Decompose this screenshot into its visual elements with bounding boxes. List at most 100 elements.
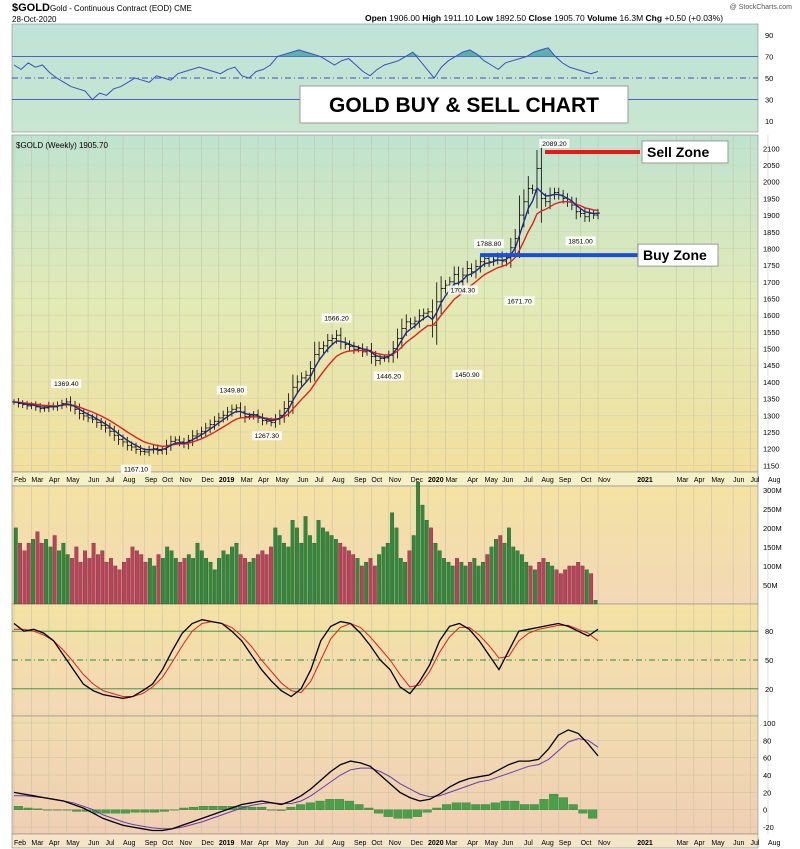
x-tick-label-top: Apr: [49, 477, 61, 484]
macd-histogram-bar: [23, 807, 33, 810]
x-tick-label-top: Aug: [541, 477, 554, 484]
volume-bar: [96, 554, 100, 605]
volume-bar: [511, 546, 516, 605]
price-legend: $GOLD (Weekly) 1905.70: [16, 141, 108, 150]
volume-bar: [325, 531, 330, 605]
price-annotation-bg: [251, 431, 282, 441]
x-tick-label-top: Sep: [145, 477, 158, 484]
price-annotation: 1450.90: [455, 372, 480, 379]
macd-histogram-bar: [101, 809, 111, 814]
x-tick-label-bottom: 2019: [219, 840, 235, 847]
macd-histogram-bar: [296, 804, 306, 810]
rsi-y-tick: 30: [765, 96, 773, 105]
rsi-y-tick: 10: [765, 117, 773, 126]
x-tick-label-bottom: Jun: [502, 840, 513, 847]
macd-histogram-bar: [412, 809, 422, 817]
volume-bar: [156, 554, 161, 605]
volume-bar: [74, 546, 79, 605]
macd-histogram-bar: [335, 799, 345, 810]
x-tick-label-bottom: Sep: [559, 840, 572, 847]
volume-bar: [368, 558, 373, 605]
x-tick-label-top: May: [275, 477, 289, 484]
volume-bar: [221, 550, 226, 605]
macd-histogram-bar: [159, 809, 169, 812]
volume-bar: [186, 554, 191, 605]
x-tick-label-top: Jul: [524, 477, 533, 484]
volume-bar: [282, 542, 286, 605]
x-tick-label-top: Apr: [467, 477, 479, 484]
volume-bar: [109, 558, 113, 605]
price-y-tick: 1350: [763, 395, 780, 404]
macd-histogram-bar: [451, 802, 461, 810]
volume-bar: [169, 550, 174, 605]
sell-zone-box: [641, 140, 729, 164]
macd-histogram-bar: [510, 800, 520, 810]
volume-bar: [52, 535, 57, 605]
volume-bar: [260, 550, 265, 605]
volume-bar: [117, 569, 122, 605]
x-tick-label-bottom: Nov: [598, 840, 611, 847]
macd-histogram-bar: [315, 800, 325, 810]
price-annotation: 1267.30: [254, 433, 279, 440]
price-y-tick: 1950: [763, 194, 780, 203]
macd-y-tick: 100: [763, 719, 776, 728]
price-annotation-bg: [452, 369, 483, 379]
volume-bar: [519, 554, 524, 605]
x-tick-label-top: Sep: [559, 477, 572, 484]
volume-bar: [390, 512, 395, 605]
volume-bar: [398, 558, 403, 605]
watermark: @ StockCharts.com: [730, 4, 793, 11]
volume-bar: [381, 546, 386, 605]
price-annotation: 1671.70: [507, 298, 532, 305]
macd-histogram-bar: [247, 806, 257, 810]
macd-histogram-bar: [266, 809, 276, 811]
price-annotation-bg: [321, 313, 352, 323]
volume-bar: [130, 546, 135, 605]
x-tick-label-top: Apr: [694, 477, 706, 484]
price-y-tick: 1200: [763, 445, 780, 454]
macd-histogram-bar: [325, 799, 335, 810]
macd-histogram-bar: [549, 793, 559, 810]
x-tick-label-bottom: Aug: [123, 840, 136, 847]
x-tick-label-bottom: Apr: [694, 840, 706, 847]
macd-histogram-bar: [461, 802, 471, 810]
volume-bar: [481, 561, 485, 605]
volume-bar: [507, 527, 511, 605]
volume-bar: [295, 527, 299, 605]
macd-histogram-bar: [198, 806, 208, 810]
x-tick-label-top: May: [485, 477, 499, 484]
price-panel: [11, 134, 759, 473]
volume-bar: [178, 561, 183, 605]
volume-bar: [225, 554, 230, 605]
x-tick-label-top: Sep: [354, 477, 367, 484]
macd-histogram-bar: [43, 809, 53, 811]
x-tick-label-top: Jul: [315, 477, 324, 484]
volume-bar: [472, 558, 477, 605]
volume-bar: [355, 558, 360, 605]
volume-bar: [65, 554, 70, 605]
volume-bar: [243, 558, 247, 605]
macd-histogram-bar: [208, 806, 218, 810]
volume-bar: [251, 558, 256, 605]
volume-bar: [459, 561, 464, 605]
macd-histogram-bar: [422, 809, 432, 813]
price-annotation-bg: [447, 285, 478, 295]
x-tick-label-bottom: Oct: [371, 840, 382, 847]
macd-histogram-bar: [130, 809, 140, 813]
x-tick-label-bottom: Nov: [180, 840, 193, 847]
symbol-description: Gold - Continuous Contract (EOD) CME: [50, 4, 192, 13]
price-annotation: 1167.10: [124, 467, 148, 474]
stochastic-d-line: [14, 621, 599, 697]
price-y-tick: 1900: [763, 211, 780, 220]
volume-bar: [485, 554, 490, 605]
macd-histogram-bar: [471, 804, 481, 810]
volume-bar: [394, 527, 399, 605]
x-tick-label-bottom: May: [485, 840, 499, 847]
volume-bar: [121, 561, 126, 605]
x-tick-label-top: May: [66, 477, 80, 484]
volume-bar: [437, 550, 442, 605]
moving-average-slow: [13, 201, 599, 448]
volume-bar: [230, 546, 234, 605]
price-annotation-bg: [121, 464, 152, 474]
price-y-tick: 1650: [763, 294, 780, 303]
